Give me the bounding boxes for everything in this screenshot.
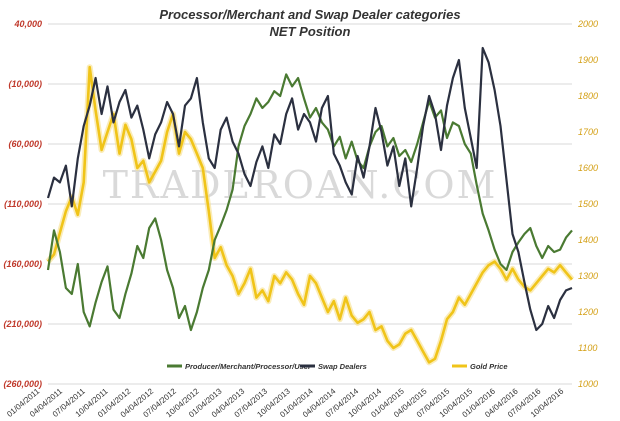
- watermark-text: TRADEROAN.COM: [103, 163, 498, 207]
- left-axis: 40,000 (10,000) (60,000) (110,000) (160,000)…: [3, 19, 42, 389]
- right-tick-label: 1100: [578, 343, 597, 353]
- right-tick-label: 1700: [578, 127, 598, 137]
- left-tick-label: (110,000): [4, 199, 42, 209]
- legend-label: Producer/Merchant/Processor/User: [185, 362, 312, 371]
- legend: Producer/Merchant/Processor/User Swap Dea…: [167, 362, 508, 371]
- right-tick-label: 1800: [578, 91, 598, 101]
- chart-title: Processor/Merchant and Swap Dealer categ…: [159, 7, 460, 22]
- right-tick-label: 1400: [578, 235, 598, 245]
- left-tick-label: (160,000): [3, 259, 42, 269]
- left-tick-label: (210,000): [3, 319, 42, 329]
- x-axis: 01/04/201104/04/201107/04/201110/04/2011…: [5, 386, 565, 419]
- left-tick-label: 40,000: [13, 19, 42, 29]
- right-tick-label: 1900: [578, 55, 598, 65]
- legend-label: Swap Dealers: [318, 362, 367, 371]
- right-tick-label: 1600: [578, 163, 598, 173]
- series-line-producer-merchant-processor-user: [46, 73, 573, 332]
- right-tick-label: 1500: [578, 199, 598, 209]
- right-tick-label: 1000: [578, 379, 598, 389]
- right-tick-label: 1300: [578, 271, 598, 281]
- gold-price-glow: [45, 64, 575, 366]
- series-layer: [45, 46, 575, 366]
- right-tick-label: 1200: [578, 307, 598, 317]
- series-line-gold-price: [47, 65, 573, 364]
- legend-label: Gold Price: [470, 362, 508, 371]
- left-tick-label: (260,000): [3, 379, 42, 389]
- left-tick-label: (10,000): [8, 79, 42, 89]
- right-axis: 2000 1900 1800 1700 1600 1500 1400 1300 1200 1100…: [577, 19, 598, 389]
- series-line-swap-dealers: [46, 46, 573, 332]
- left-tick-label: (60,000): [8, 139, 42, 149]
- chart-subtitle: NET Position: [270, 24, 351, 39]
- right-tick-label: 2000: [577, 19, 598, 29]
